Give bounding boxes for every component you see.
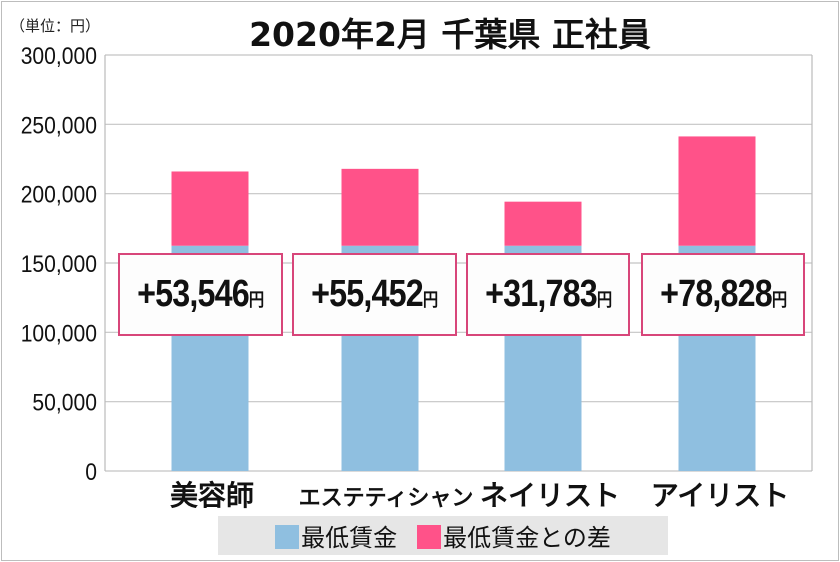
- category-label: アイリスト: [651, 479, 790, 512]
- data-label-box: +55,452円: [292, 253, 457, 336]
- data-label-unit: 円: [771, 290, 787, 310]
- legend-label: 最低賃金との差: [443, 524, 611, 552]
- data-label: +55,452円: [311, 273, 438, 315]
- bar-difference: [341, 168, 419, 246]
- data-label-box: +31,783円: [466, 253, 630, 336]
- legend-swatch-pink: [417, 525, 442, 549]
- y-tick-label: 100,000: [21, 320, 97, 347]
- category-label: エステティシャン: [299, 486, 474, 511]
- legend-item-difference: 最低賃金との差: [417, 518, 611, 553]
- unit-label: （単位：円）: [10, 17, 101, 35]
- y-tick-label: 300,000: [21, 43, 97, 70]
- y-tick-label: 0: [85, 459, 97, 486]
- data-label: +78,828円: [659, 273, 787, 315]
- data-label: +31,783円: [484, 273, 612, 315]
- legend-item-min-wage: 最低賃金: [275, 518, 397, 553]
- y-tick-label: 150,000: [21, 251, 97, 278]
- data-label-unit: 円: [596, 290, 612, 310]
- bar-difference: [171, 171, 249, 246]
- data-label-box: +53,546円: [118, 253, 283, 336]
- data-label-unit: 円: [423, 290, 438, 310]
- y-tick-label: 50,000: [32, 389, 97, 416]
- data-label: +53,546円: [137, 273, 264, 315]
- y-tick-label: 200,000: [21, 181, 97, 208]
- bar-difference: [504, 201, 582, 246]
- legend: 最低賃金 最低賃金との差: [218, 516, 668, 555]
- bar-difference: [678, 136, 756, 246]
- data-label-box: +78,828円: [641, 253, 805, 336]
- chart-title: 2020年2月 千葉県 正社員: [249, 15, 651, 54]
- y-tick-label: 250,000: [21, 112, 97, 139]
- category-label: 美容師: [170, 479, 254, 512]
- data-label-unit: 円: [249, 290, 264, 310]
- category-label: ネイリスト: [480, 479, 620, 512]
- legend-swatch-blue: [275, 525, 300, 549]
- legend-label: 最低賃金: [301, 524, 398, 552]
